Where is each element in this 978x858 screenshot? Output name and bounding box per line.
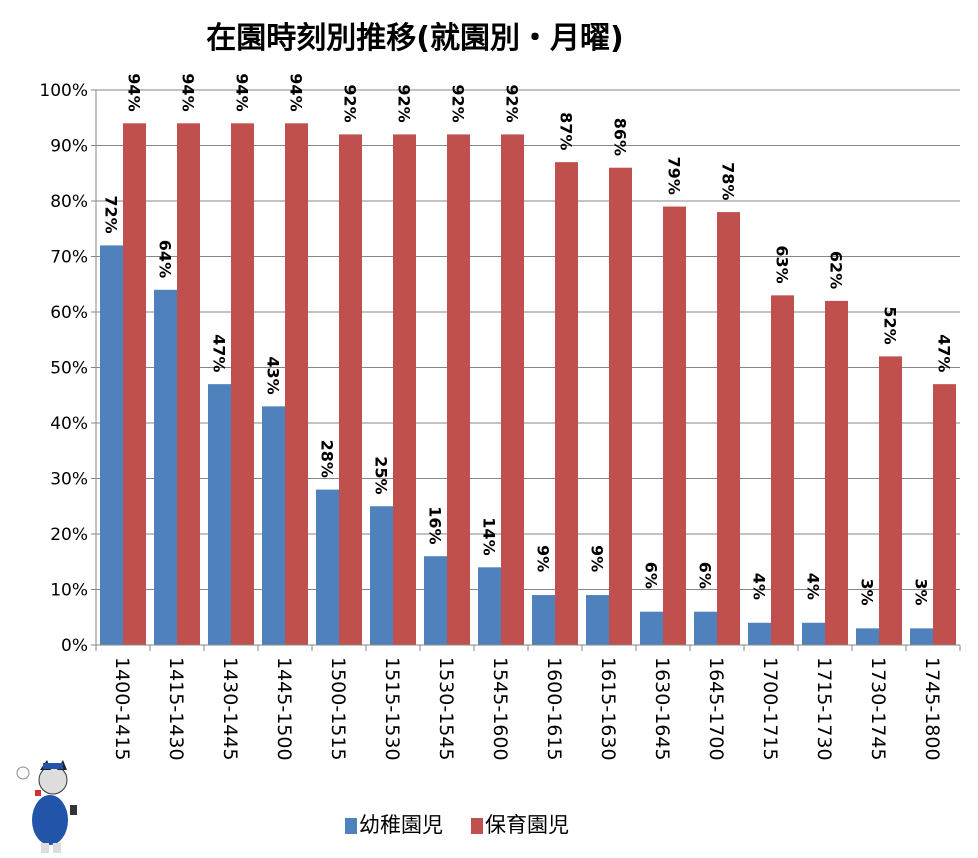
x-tick-label: 1530-1545: [435, 657, 457, 761]
y-tick-label: 30%: [50, 470, 88, 490]
data-label: 62%: [827, 251, 846, 289]
bar-hoiku: [123, 123, 146, 646]
x-tick-label: 1430-1445: [219, 657, 241, 761]
y-tick-label: 90%: [50, 137, 88, 157]
y-tick-label: 100%: [39, 81, 88, 101]
x-tick-label: 1545-1600: [489, 657, 511, 761]
data-label: 64%: [156, 240, 175, 278]
y-tick-label: 0%: [61, 636, 88, 656]
y-tick-label: 20%: [50, 525, 88, 545]
bar-yochi: [856, 628, 879, 645]
chart-title: 在園時刻別推移(就園別・月曜): [206, 21, 623, 56]
bar-hoiku: [771, 295, 794, 645]
data-label: 94%: [179, 73, 198, 111]
x-tick-label: 1645-1700: [705, 657, 727, 761]
x-tick-label: 1415-1430: [165, 657, 187, 761]
bar-yochi: [910, 628, 933, 645]
x-tick-label: 1600-1615: [543, 657, 565, 761]
x-tick-label: 1445-1500: [273, 657, 295, 761]
y-tick-label: 50%: [50, 359, 88, 379]
bar-hoiku: [177, 123, 200, 646]
x-tick-label: 1730-1745: [867, 657, 889, 761]
data-label: 14%: [480, 517, 499, 555]
data-label: 6%: [642, 562, 661, 589]
bar-yochi: [208, 384, 231, 645]
bar-yochi: [262, 406, 285, 645]
bar-hoiku: [447, 134, 470, 645]
data-label: 9%: [534, 545, 553, 572]
data-label: 52%: [881, 306, 900, 344]
y-tick-label: 60%: [50, 303, 88, 323]
bar-yochi: [100, 245, 123, 645]
bar-yochi: [802, 622, 825, 645]
data-label: 72%: [102, 195, 121, 233]
data-label: 92%: [395, 84, 414, 122]
data-label: 86%: [611, 118, 630, 156]
bar-hoiku: [879, 356, 902, 645]
data-label: 79%: [665, 157, 684, 195]
x-tick-label: 1630-1645: [651, 657, 673, 761]
bar-hoiku: [609, 167, 632, 645]
y-tick-label: 70%: [50, 248, 88, 268]
bar-hoiku: [555, 162, 578, 645]
bar-yochi: [154, 289, 177, 645]
bar-yochi: [586, 595, 609, 645]
data-label: 94%: [287, 73, 306, 111]
data-label: 25%: [372, 456, 391, 494]
data-label: 4%: [750, 573, 769, 600]
data-label: 92%: [503, 84, 522, 122]
x-tick-label: 1700-1715: [759, 657, 781, 761]
y-tick-label: 40%: [50, 414, 88, 434]
legend-label: 幼稚園児: [359, 813, 443, 837]
bar-hoiku: [501, 134, 524, 645]
data-label: 47%: [210, 334, 229, 372]
data-label: 4%: [804, 573, 823, 600]
mascot-icon: [16, 760, 77, 853]
y-tick-label: 80%: [50, 192, 88, 212]
data-label: 94%: [125, 73, 144, 111]
legend-swatch: [471, 818, 483, 834]
x-tick-label: 1745-1800: [921, 657, 943, 761]
bar-yochi: [316, 489, 339, 645]
data-label: 3%: [912, 578, 931, 605]
data-label: 6%: [696, 562, 715, 589]
bar-hoiku: [717, 212, 740, 645]
data-label: 63%: [773, 245, 792, 283]
data-label: 78%: [719, 162, 738, 200]
data-label: 47%: [935, 334, 954, 372]
bar-hoiku: [663, 206, 686, 646]
data-label: 43%: [264, 356, 283, 394]
y-tick-label: 10%: [50, 581, 88, 601]
bar-yochi: [748, 622, 771, 645]
bar-hoiku: [285, 123, 308, 646]
bar-yochi: [424, 556, 447, 645]
bar-hoiku: [231, 123, 254, 646]
data-label: 87%: [557, 112, 576, 150]
x-tick-label: 1400-1415: [111, 657, 133, 761]
data-label: 16%: [426, 506, 445, 544]
bar-hoiku: [933, 384, 956, 645]
data-label: 28%: [318, 440, 337, 478]
bar-yochi: [694, 611, 717, 645]
data-label: 3%: [858, 578, 877, 605]
x-tick-label: 1515-1530: [381, 657, 403, 761]
legend-label: 保育園児: [485, 813, 569, 837]
x-tick-label: 1500-1515: [327, 657, 349, 761]
data-label: 92%: [449, 84, 468, 122]
x-tick-label: 1715-1730: [813, 657, 835, 761]
data-label: 94%: [233, 73, 252, 111]
legend-swatch: [345, 818, 357, 834]
bar-hoiku: [393, 134, 416, 645]
data-label: 92%: [341, 84, 360, 122]
bar-hoiku: [339, 134, 362, 645]
bar-yochi: [640, 611, 663, 645]
x-tick-label: 1615-1630: [597, 657, 619, 761]
bar-yochi: [532, 595, 555, 645]
bar-hoiku: [825, 300, 848, 645]
bar-yochi: [370, 506, 393, 645]
bar-yochi: [478, 567, 501, 645]
data-label: 9%: [588, 545, 607, 572]
